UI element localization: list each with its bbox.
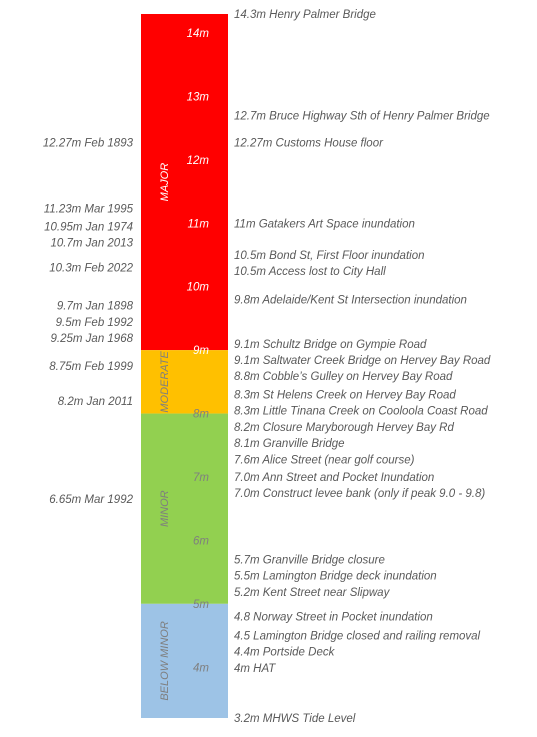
band-minor <box>141 413 228 604</box>
tick-label-7m: 7m <box>193 472 209 484</box>
historical-flood-label: 8.2m Jan 2011 <box>58 396 133 408</box>
impact-label: 12.27m Customs House floor <box>234 138 384 150</box>
tick-label-6m: 6m <box>193 535 209 547</box>
impact-label: 7.6m Alice Street (near golf course) <box>234 454 415 466</box>
historical-flood-label: 12.27m Feb 1893 <box>43 138 134 150</box>
flood-bands: MAJOR MODERATE MINOR BELOW MINOR <box>141 14 228 718</box>
band-label-minor: MINOR <box>159 490 171 527</box>
tick-label-11m: 11m <box>187 218 209 230</box>
historical-flood-label: 9.7m Jan 1898 <box>57 301 134 313</box>
tick-label-5m: 5m <box>193 599 209 611</box>
flood-impacts: 14.3m Henry Palmer Bridge 12.7m Bruce Hig… <box>234 9 491 725</box>
tick-label-10m: 10m <box>187 282 210 294</box>
historical-flood-label: 6.65m Mar 1992 <box>49 494 133 506</box>
impact-label: 9.1m Schultz Bridge on Gympie Road <box>234 339 427 351</box>
impact-label: 8.3m St Helens Creek on Hervey Bay Road <box>234 390 456 402</box>
historical-flood-label: 10.95m Jan 1974 <box>44 221 133 233</box>
historical-flood-label: 11.23m Mar 1995 <box>44 204 134 216</box>
historical-flood-label: 10.7m Jan 2013 <box>51 238 134 250</box>
impact-label: 5.7m Granville Bridge closure <box>234 554 385 566</box>
historical-flood-label: 9.5m Feb 1992 <box>56 317 134 329</box>
impact-label: 4.8 Norway Street in Pocket inundation <box>234 612 433 624</box>
impact-label: 9.1m Saltwater Creek Bridge on Hervey Ba… <box>234 355 491 367</box>
tick-label-13m: 13m <box>187 91 210 103</box>
impact-label: 7.0m Construct levee bank (only if peak … <box>234 488 485 500</box>
historical-flood-label: 10.3m Feb 2022 <box>49 263 133 275</box>
impact-label: 3.2m MHWS Tide Level <box>234 713 356 725</box>
band-label-below-minor: BELOW MINOR <box>159 621 171 701</box>
band-label-moderate: MODERATE <box>159 350 171 412</box>
impact-label: 8.2m Closure Maryborough Hervey Bay Rd <box>234 422 454 434</box>
historical-flood-label: 9.25m Jan 1968 <box>51 333 134 345</box>
impact-label: 14.3m Henry Palmer Bridge <box>234 9 376 21</box>
impact-label: 5.2m Kent Street near Slipway <box>234 587 391 599</box>
impact-label: 7.0m Ann Street and Pocket Inundation <box>234 472 434 484</box>
band-label-major: MAJOR <box>159 163 171 202</box>
band-moderate <box>141 350 228 414</box>
impact-label: 12.7m Bruce Highway Sth of Henry Palmer … <box>234 110 490 122</box>
historical-floods: 12.27m Feb 1893 11.23m Mar 1995 10.95m Jan… <box>43 138 134 506</box>
impact-label: 5.5m Lamington Bridge deck inundation <box>234 571 437 583</box>
impact-label: 10.5m Access lost to City Hall <box>234 266 386 278</box>
tick-label-4m: 4m <box>193 662 209 674</box>
impact-label: 8.3m Little Tinana Creek on Cooloola Coa… <box>234 406 488 418</box>
impact-label: 4m HAT <box>234 663 276 675</box>
band-major <box>141 14 228 351</box>
impact-label: 8.1m Granville Bridge <box>234 438 345 450</box>
impact-label: 4.5 Lamington Bridge closed and railing … <box>234 631 481 643</box>
band-below-minor <box>141 603 228 718</box>
tick-label-8m: 8m <box>193 409 209 421</box>
tick-label-9m: 9m <box>193 345 209 357</box>
historical-flood-label: 8.75m Feb 1999 <box>49 361 133 373</box>
impact-label: 9.8m Adelaide/Kent St Intersection inund… <box>234 294 467 306</box>
impact-label: 4.4m Portside Deck <box>234 647 336 659</box>
impact-label: 10.5m Bond St, First Floor inundation <box>234 250 425 262</box>
gauge-ticks: 14m 13m 12m 11m 10m 9m 8m 7m 6m 5m 4m <box>187 28 210 674</box>
impact-label: 11m Gatakers Art Space inundation <box>234 218 415 230</box>
tick-label-14m: 14m <box>187 28 210 40</box>
tick-label-12m: 12m <box>187 155 210 167</box>
impact-label: 8.8m Cobble’s Gulley on Hervey Bay Road <box>234 371 453 383</box>
